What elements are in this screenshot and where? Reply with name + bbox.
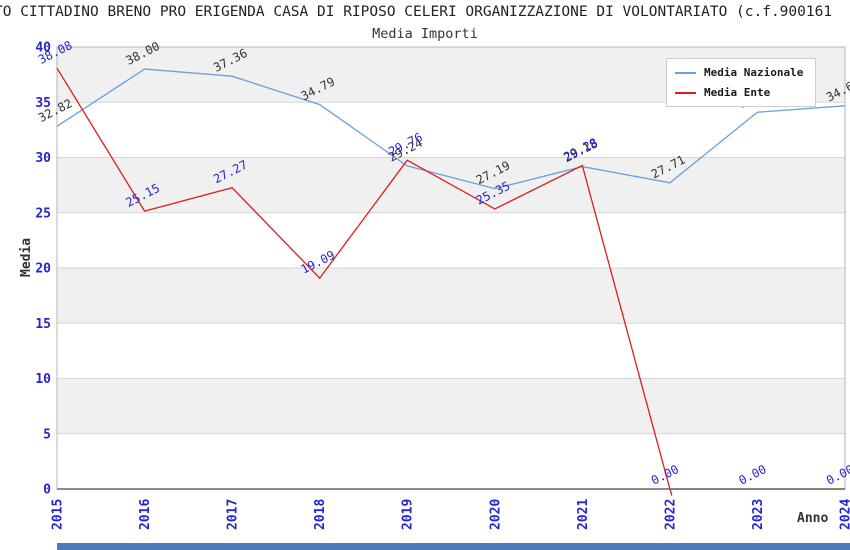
x-tick-label-2022: 2022 xyxy=(663,499,678,530)
y-tick-label: 5 xyxy=(43,427,51,442)
y-tick-label: 40 xyxy=(35,41,51,56)
legend-label-ente: Media Ente xyxy=(704,86,771,99)
plot-band xyxy=(57,268,845,324)
chart-title: TO CITTADINO BRENO PRO ERIGENDA CASA DI … xyxy=(0,4,833,20)
point-label-2024: 0.00 xyxy=(824,462,850,488)
x-tick-label-2017: 2017 xyxy=(226,499,241,530)
legend-item-media-nazionale: Media Nazionale xyxy=(675,66,807,79)
x-tick-label-2015: 2015 xyxy=(51,499,66,530)
x-tick-label-2018: 2018 xyxy=(313,499,328,530)
legend-swatch-ente-line xyxy=(675,91,696,94)
x-tick-label-2019: 2019 xyxy=(401,499,416,530)
x-tick-label-2021: 2021 xyxy=(576,499,591,530)
y-tick-label: 20 xyxy=(35,262,51,277)
series-line-overshoot xyxy=(669,488,673,496)
x-tick-label-2024: 2024 xyxy=(839,499,850,530)
horizontal-scrollbar-thumb[interactable] xyxy=(57,543,850,550)
legend-label-nazionale: Media Nazionale xyxy=(704,66,804,79)
y-tick-label: 15 xyxy=(35,317,51,332)
chart-subtitle: Media Importi xyxy=(372,26,478,42)
y-tick-label: 10 xyxy=(35,372,51,387)
x-tick-label-2016: 2016 xyxy=(138,499,153,530)
y-axis-title: Media xyxy=(19,238,34,277)
x-tick-label-2023: 2023 xyxy=(751,499,766,530)
y-tick-label: 0 xyxy=(43,483,51,498)
legend-item-media-ente: Media Ente xyxy=(675,86,807,99)
y-tick-label: 25 xyxy=(35,206,51,221)
series-line-media-nazionale xyxy=(56,68,846,190)
x-axis-title: Anno xyxy=(797,511,828,526)
point-label-2022: 0.00 xyxy=(649,462,681,488)
plot-band xyxy=(57,378,845,434)
y-tick-label: 30 xyxy=(35,151,51,166)
point-label-2023: 0.00 xyxy=(736,462,768,488)
legend: Media Nazionale Media Ente xyxy=(666,58,816,107)
x-tick-label-2020: 2020 xyxy=(488,499,503,530)
legend-swatch-nazionale-line xyxy=(675,71,696,74)
y-tick-label: 35 xyxy=(35,96,51,111)
